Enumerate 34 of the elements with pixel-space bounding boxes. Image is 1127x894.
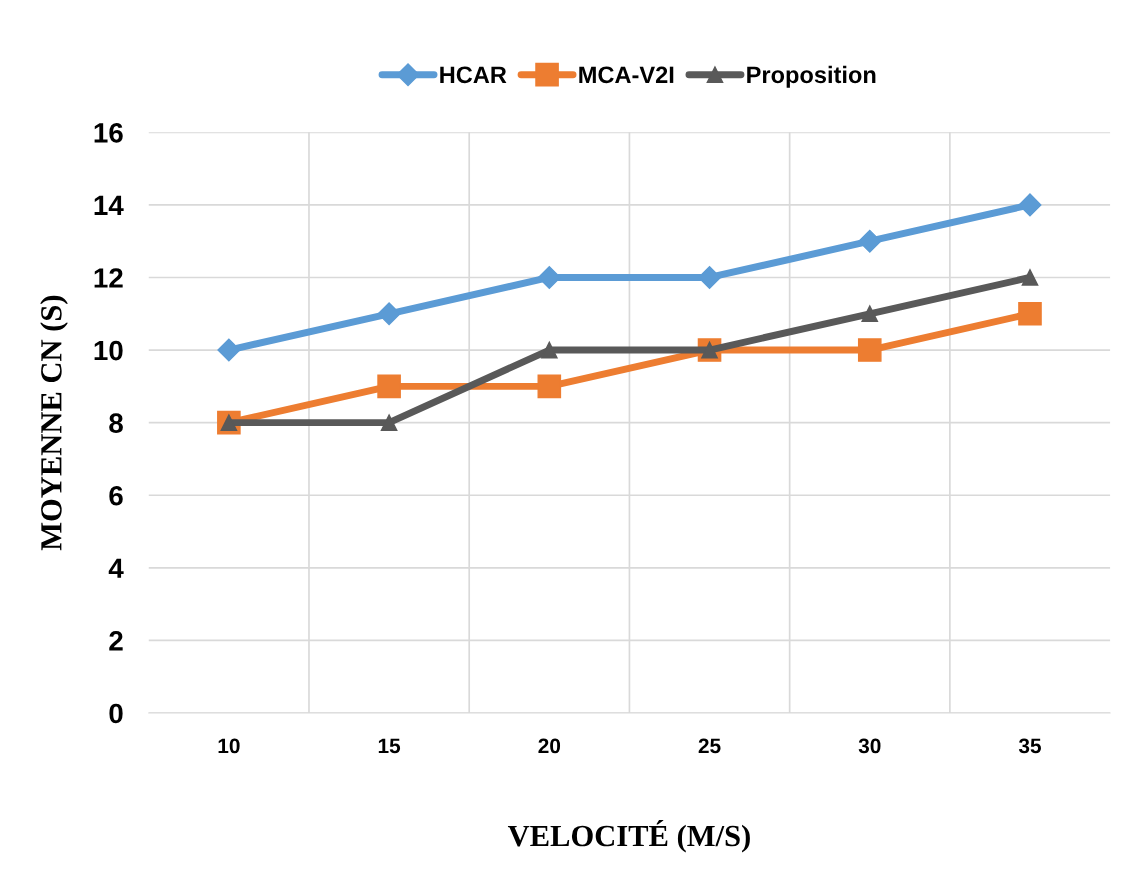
legend-label: Proposition <box>747 65 876 88</box>
point <box>377 302 401 326</box>
x-tick-label: 20 <box>538 738 561 754</box>
x-tick-label: 15 <box>378 738 401 754</box>
point <box>858 229 882 253</box>
point <box>540 341 558 359</box>
point <box>861 305 879 323</box>
point <box>537 265 561 289</box>
point <box>1018 193 1042 217</box>
y-tick-label: 10 <box>94 340 123 361</box>
point <box>537 374 562 399</box>
point <box>857 338 882 362</box>
y-tick-label: 6 <box>109 485 123 506</box>
x-axis-title: VELOCITÉ (M/S) <box>507 819 750 853</box>
x-tick-label: 25 <box>698 738 721 754</box>
y-axis-title: MOYENNE CN (S) <box>40 295 68 551</box>
point <box>380 414 398 431</box>
point <box>217 338 241 362</box>
point <box>1018 301 1042 326</box>
x-tick-label: 30 <box>858 738 881 754</box>
point <box>1021 269 1039 286</box>
y-tick-label: 16 <box>94 122 123 143</box>
y-tick-label: 4 <box>108 558 124 578</box>
point <box>698 265 722 289</box>
y-tick-label: 14 <box>94 195 124 215</box>
x-tick-label: 35 <box>1018 738 1041 754</box>
y-tick-label: 2 <box>109 631 123 651</box>
y-tick-label: 8 <box>109 413 123 433</box>
x-tick-label: 10 <box>218 738 240 754</box>
legend-label: MCA-V2I <box>579 66 674 84</box>
y-tick-label: 12 <box>94 268 123 288</box>
point <box>377 374 401 399</box>
legend-label: HCAR <box>440 66 507 84</box>
y-tick-label: 0 <box>109 703 123 724</box>
